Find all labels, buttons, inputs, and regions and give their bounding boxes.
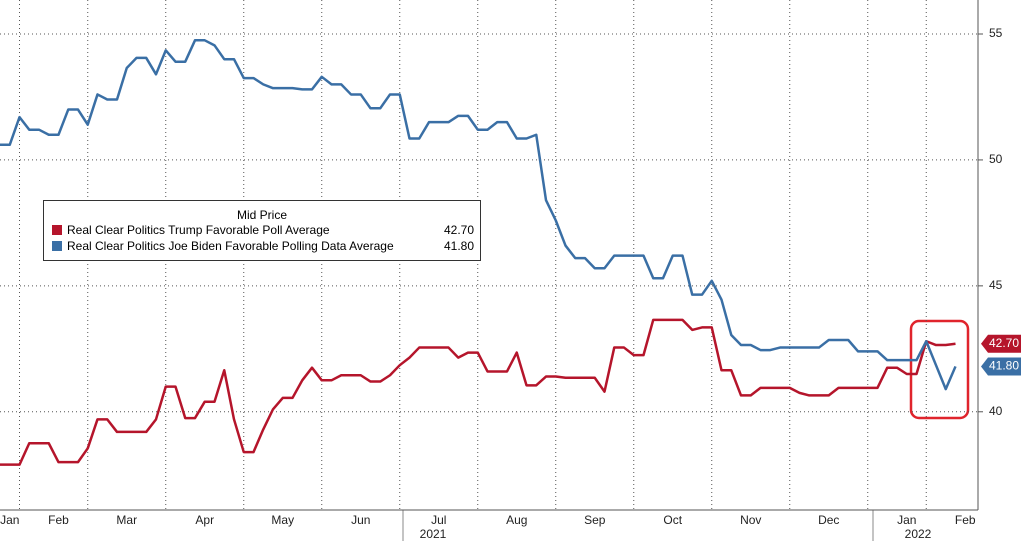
value-tag xyxy=(981,357,1021,376)
x-tick-label: May xyxy=(271,513,294,527)
x-tick-label: Feb xyxy=(48,513,69,527)
legend-swatch xyxy=(52,241,62,251)
y-tick-label: 55 xyxy=(989,26,1003,40)
year-label: 2021 xyxy=(420,527,447,541)
x-tick-label: Jun xyxy=(351,513,370,527)
x-tick-label: Oct xyxy=(663,513,682,527)
x-tick-label: Apr xyxy=(195,513,214,527)
x-tick-label: Jan xyxy=(897,513,916,527)
x-tick-label: Jul xyxy=(431,513,446,527)
line-series xyxy=(0,318,956,466)
year-label: 2022 xyxy=(905,527,932,541)
x-tick-label: Jan xyxy=(0,513,19,527)
x-tick-label: Nov xyxy=(740,513,761,527)
legend: Mid Price Real Clear Politics Trump Favo… xyxy=(43,200,481,261)
x-tick-label: Aug xyxy=(506,513,527,527)
highlight-box xyxy=(909,319,970,420)
legend-value: 41.80 xyxy=(443,239,474,253)
legend-value: 42.70 xyxy=(443,223,474,237)
y-tick-label: 40 xyxy=(989,404,1003,418)
line-series xyxy=(0,39,957,391)
y-tick-label: 50 xyxy=(989,152,1003,166)
value-tag-label: 41.80 xyxy=(989,359,1019,373)
legend-entry: Real Clear Politics Joe Biden Favorable … xyxy=(44,238,480,254)
legend-label: Real Clear Politics Joe Biden Favorable … xyxy=(67,239,394,253)
legend-label: Real Clear Politics Trump Favorable Poll… xyxy=(67,223,330,237)
x-tick-label: Dec xyxy=(818,513,839,527)
value-tag xyxy=(981,334,1021,353)
legend-title: Mid Price xyxy=(236,208,287,222)
x-tick-label: Sep xyxy=(584,513,606,527)
y-tick-label: 45 xyxy=(989,278,1003,292)
value-tag-label: 42.70 xyxy=(989,336,1019,350)
x-tick-label: Mar xyxy=(116,513,137,527)
x-tick-label: Feb xyxy=(955,513,976,527)
legend-entry: Real Clear Politics Trump Favorable Poll… xyxy=(44,222,480,238)
legend-swatch xyxy=(52,225,62,235)
